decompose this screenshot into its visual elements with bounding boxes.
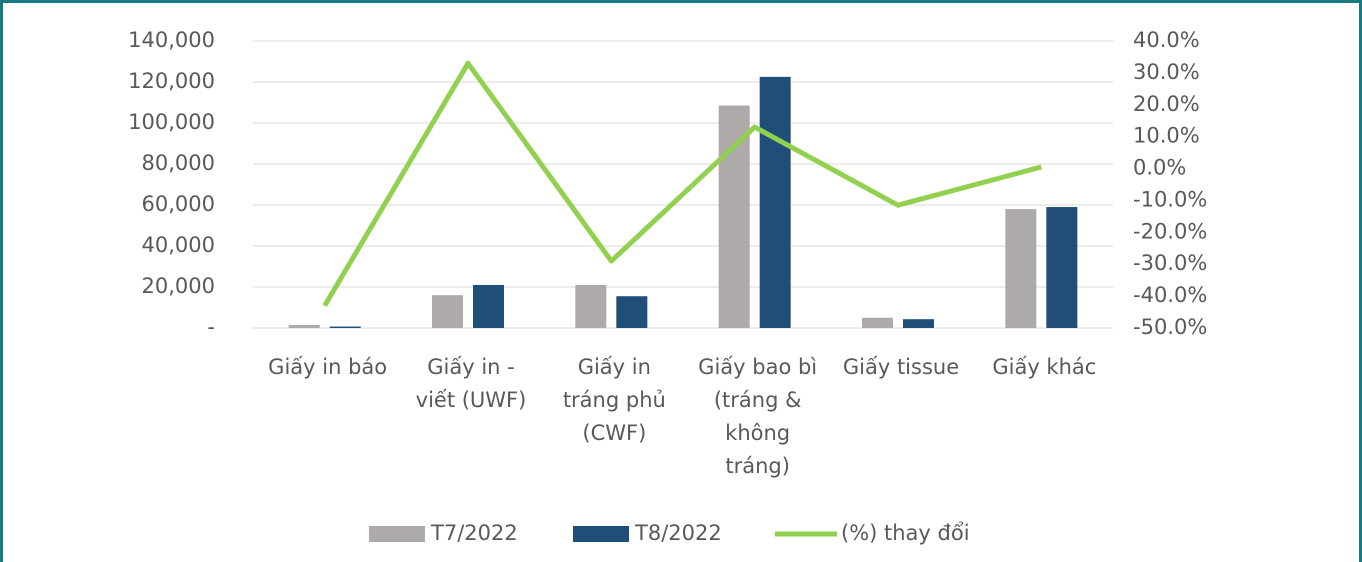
y-tick-label: 140,000 bbox=[128, 28, 215, 52]
x-tick-label: Giấy in tráng phủ (CWF) bbox=[562, 355, 666, 445]
y-tick-label: 40,000 bbox=[142, 233, 215, 257]
legend-label: T8/2022 bbox=[634, 521, 722, 545]
y2-tick-label: -20.0% bbox=[1133, 219, 1207, 243]
y2-tick-label: 30.0% bbox=[1133, 60, 1200, 84]
y2-tick-label: 20.0% bbox=[1133, 92, 1200, 116]
chart-svg: - 20,000 40,000 60,000 80,000 100,000 120,000 1… bbox=[128, 28, 1207, 545]
line bbox=[322, 60, 1042, 307]
y-tick-label: 120,000 bbox=[128, 69, 215, 93]
bar bbox=[903, 319, 934, 328]
y2-tick-label: 0.0% bbox=[1133, 156, 1186, 180]
y-tick-label: - bbox=[207, 315, 215, 339]
legend-swatch bbox=[573, 526, 629, 542]
bar bbox=[862, 317, 893, 328]
y2-tick-label: 40.0% bbox=[1133, 28, 1200, 52]
y-tick-label: 20,000 bbox=[142, 274, 215, 298]
bar bbox=[473, 284, 504, 328]
bar bbox=[329, 326, 361, 328]
bar bbox=[616, 296, 648, 328]
bar bbox=[288, 324, 320, 328]
bar bbox=[1005, 209, 1037, 328]
y2-tick-label: -50.0% bbox=[1133, 315, 1207, 339]
bar bbox=[432, 295, 463, 328]
legend-swatch bbox=[369, 526, 425, 542]
x-tick-label: Giấy bao bì (tráng & không tráng) bbox=[698, 355, 818, 478]
x-tick-label: Giấy in - viết (UWF) bbox=[415, 355, 527, 412]
x-tick-label: Giấy in báo bbox=[268, 355, 388, 379]
y-tick-label: 60,000 bbox=[142, 192, 215, 216]
bar bbox=[575, 284, 607, 328]
y-tick-label: 80,000 bbox=[142, 151, 215, 175]
bar bbox=[1046, 207, 1078, 328]
legend-label: T7/2022 bbox=[430, 521, 518, 545]
y2-tick-label: -10.0% bbox=[1133, 187, 1207, 211]
x-tick-label: Giấy khác bbox=[992, 355, 1097, 379]
bar bbox=[759, 76, 791, 328]
legend-label: (%) thay đổi bbox=[841, 521, 970, 545]
y2-tick-label: -40.0% bbox=[1133, 283, 1207, 307]
bar bbox=[718, 105, 750, 328]
y2-tick-label: 10.0% bbox=[1133, 124, 1200, 148]
y2-tick-label: -30.0% bbox=[1133, 251, 1207, 275]
x-tick-label: Giấy tissue bbox=[842, 355, 960, 379]
y-tick-label: 100,000 bbox=[128, 110, 215, 134]
